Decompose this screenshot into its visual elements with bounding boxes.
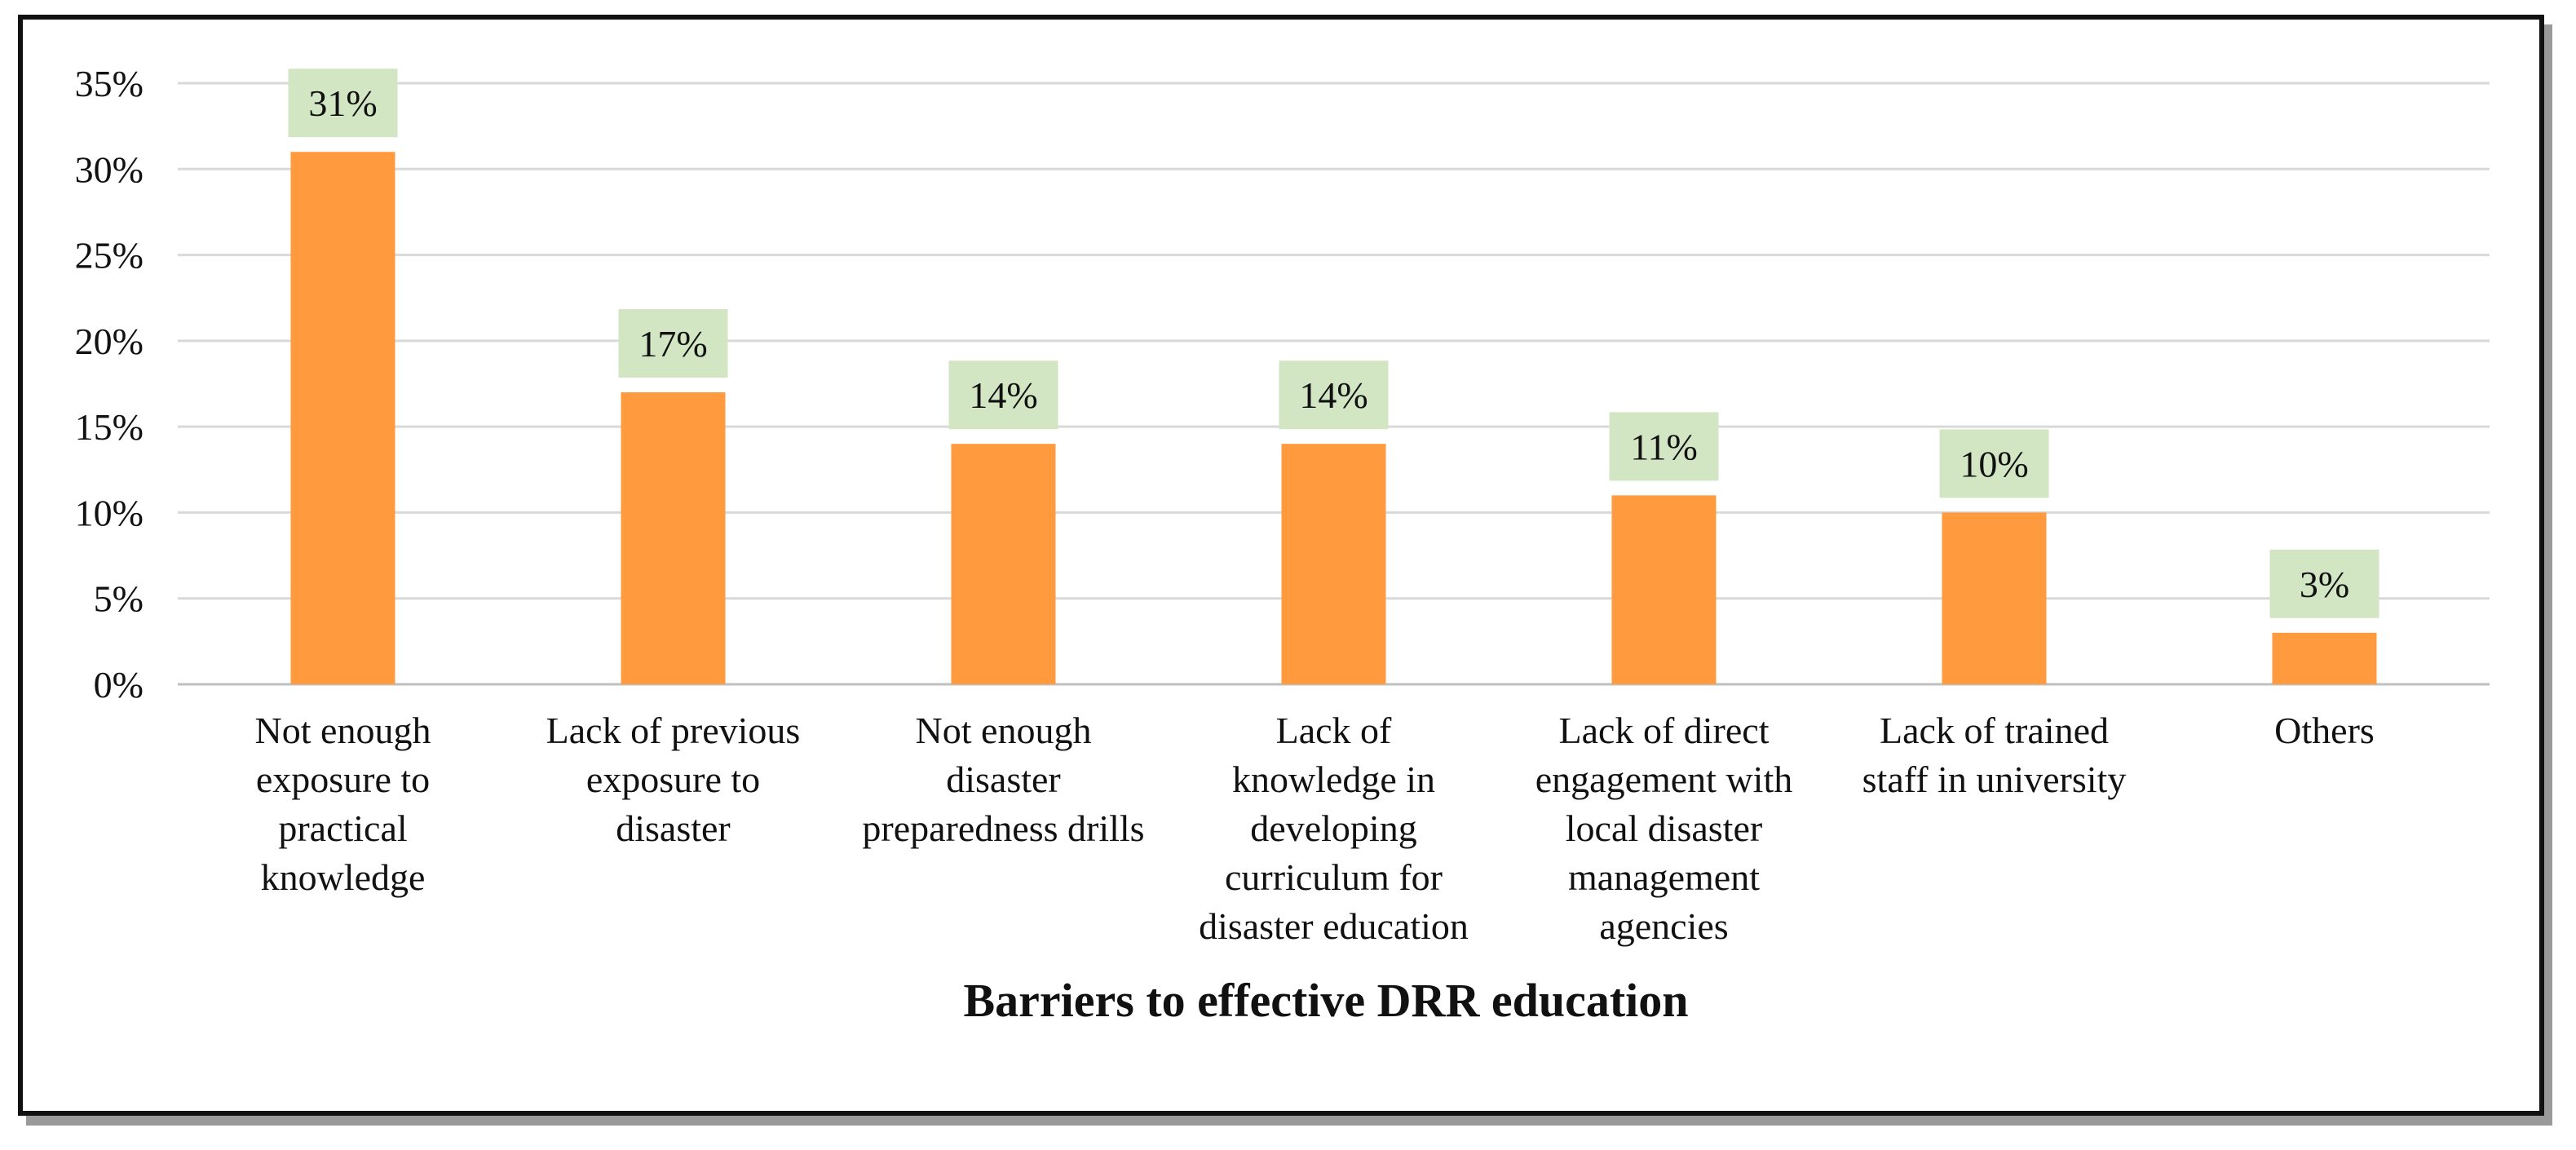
y-tick-label: 25% [75,235,144,276]
bar [1281,444,1386,684]
y-tick-label: 15% [75,406,144,448]
x-category-label: Not enough exposure to practical knowledge [255,710,431,898]
data-label-text: 31% [308,82,377,124]
bar [951,444,1056,684]
data-label-background [1609,412,1719,481]
x-axis-title: Barriers to effective DRR education [963,974,1688,1027]
data-label-text: 17% [638,323,707,365]
data-label-background [1939,429,2049,498]
x-category-label: Lack of trained staff in university [1862,710,2127,800]
bar [1611,495,1717,684]
data-label: 14% [948,360,1058,430]
y-axis-ticks: 0% 5% 10% 15% 20% 25% 30% 35% [75,63,144,705]
bar [2272,632,2377,684]
data-label: 17% [618,309,728,378]
x-category-label: Lack of knowledge in developing curriculum … [1199,710,1469,947]
data-label-text: 3% [2300,564,2349,605]
data-label-text: 11% [1630,426,1698,467]
bar [290,152,395,684]
x-category-label: Lack of direct engagement with local disas… [1535,710,1793,947]
data-label: 14% [1279,360,1389,430]
data-label-text: 14% [969,374,1037,416]
data-label: 11% [1609,412,1719,481]
data-label: 10% [1939,429,2049,498]
bar [621,392,726,684]
y-tick-label: 5% [94,578,144,620]
data-label-text: 10% [1960,443,2028,484]
data-label-text: 14% [1299,374,1368,416]
data-label-background [618,309,728,378]
x-axis-categories: Not enough exposure to practical knowledge L… [255,710,2375,947]
y-tick-label: 20% [75,321,144,362]
x-category-label: Not enough disaster preparedness drills [862,710,1144,849]
bar-chart: 0% 5% 10% 15% 20% 25% 30% 35% 31% 17% 14% 14% 11% 10… [75,63,2490,1027]
bars [290,152,2377,684]
data-label-background [948,360,1058,430]
y-tick-label: 0% [94,664,144,705]
bar [1942,512,2047,684]
x-category-label: Lack of previous exposure to disaster [546,710,801,849]
data-label-background [288,69,398,138]
chart-frame: 0% 5% 10% 15% 20% 25% 30% 35% 31% 17% 14% 14% 11% 10… [18,15,2544,1116]
data-label-background [2269,549,2379,618]
data-label: 3% [2269,549,2379,618]
y-tick-label: 35% [75,63,144,104]
data-label: 31% [288,69,398,138]
data-label-background [1279,360,1389,430]
data-labels: 31% 17% 14% 14% 11% 10% 3% [288,69,2379,618]
x-category-label: Others [2274,710,2375,751]
y-tick-label: 10% [75,492,144,533]
y-tick-label: 30% [75,148,144,190]
